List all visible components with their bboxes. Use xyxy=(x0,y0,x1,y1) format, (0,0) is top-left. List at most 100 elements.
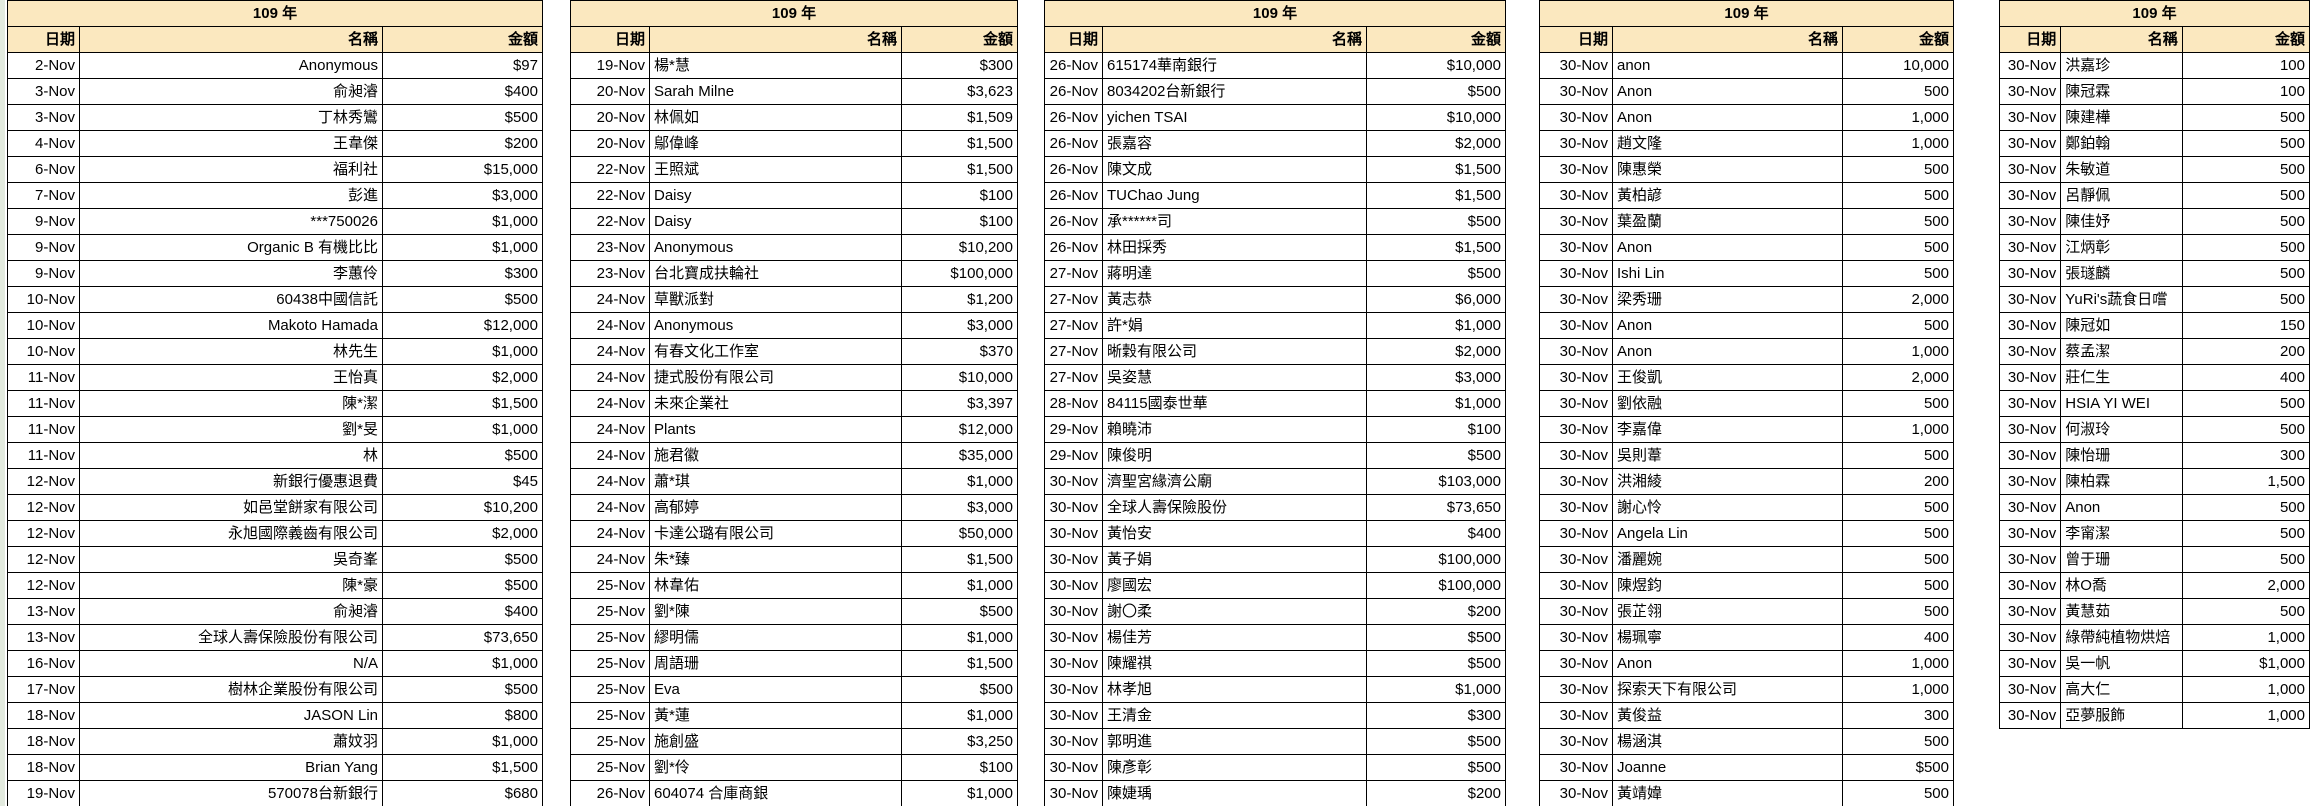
cell-date[interactable]: 27-Nov xyxy=(1044,338,1103,365)
cell-name[interactable]: 楊珮寧 xyxy=(1612,624,1843,651)
cell-name[interactable]: 莊仁生 xyxy=(2060,364,2183,391)
cell-amount[interactable]: $1,500 xyxy=(1366,182,1506,209)
cell-amount[interactable]: $10,200 xyxy=(382,494,543,521)
column-header-date[interactable]: 日期 xyxy=(1044,26,1103,53)
cell-date[interactable]: 23-Nov xyxy=(570,234,650,261)
cell-date[interactable]: 25-Nov xyxy=(570,650,650,677)
cell-date[interactable]: 30-Nov xyxy=(1539,650,1613,677)
cell-amount[interactable]: $1,000 xyxy=(382,338,543,365)
cell-amount[interactable]: $1,000 xyxy=(1366,676,1506,703)
cell-amount[interactable]: $12,000 xyxy=(901,416,1018,443)
cell-amount[interactable]: $73,650 xyxy=(1366,494,1506,521)
cell-name[interactable]: 劉*陳 xyxy=(649,598,902,625)
cell-amount[interactable]: 500 xyxy=(1842,598,1954,625)
cell-date[interactable]: 20-Nov xyxy=(570,78,650,105)
cell-amount[interactable]: 100 xyxy=(2181,78,2310,105)
cell-name[interactable]: 許*娟 xyxy=(1102,312,1367,339)
cell-amount[interactable]: $100 xyxy=(901,754,1018,781)
cell-date[interactable]: 30-Nov xyxy=(1044,780,1103,806)
cell-name[interactable]: 楊佳芳 xyxy=(1102,624,1367,651)
cell-name[interactable]: ***750026 xyxy=(79,208,383,235)
cell-amount[interactable]: $500 xyxy=(382,286,543,313)
cell-amount[interactable]: 500 xyxy=(1842,390,1954,417)
cell-date[interactable]: 11-Nov xyxy=(7,416,80,443)
cell-amount[interactable]: $500 xyxy=(382,546,543,573)
cell-date[interactable]: 30-Nov xyxy=(1044,598,1103,625)
cell-name[interactable]: 陳冠如 xyxy=(2060,312,2183,339)
cell-name[interactable]: 鄔偉峰 xyxy=(649,130,902,157)
column-header-date[interactable]: 日期 xyxy=(7,26,80,53)
cell-name[interactable]: 黃慧茹 xyxy=(2060,598,2183,625)
cell-date[interactable]: 3-Nov xyxy=(7,78,80,105)
cell-amount[interactable]: $400 xyxy=(1366,520,1506,547)
cell-date[interactable]: 30-Nov xyxy=(1539,234,1613,261)
cell-amount[interactable]: 300 xyxy=(1842,702,1954,729)
cell-name[interactable]: 陳耀祺 xyxy=(1102,650,1367,677)
cell-date[interactable]: 30-Nov xyxy=(1998,468,2062,495)
cell-date[interactable]: 30-Nov xyxy=(1998,52,2062,79)
cell-date[interactable]: 30-Nov xyxy=(1044,572,1103,599)
cell-name[interactable]: 陳建樺 xyxy=(2060,104,2183,131)
cell-amount[interactable]: $1,000 xyxy=(901,624,1018,651)
cell-date[interactable]: 30-Nov xyxy=(1539,442,1613,469)
cell-name[interactable]: 黃子娟 xyxy=(1102,546,1367,573)
cell-name[interactable]: 陳彥彰 xyxy=(1102,754,1367,781)
cell-date[interactable]: 30-Nov xyxy=(1998,78,2062,105)
cell-amount[interactable]: 500 xyxy=(2181,156,2310,183)
cell-amount[interactable]: $3,000 xyxy=(901,312,1018,339)
cell-name[interactable]: 朱*臻 xyxy=(649,546,902,573)
cell-name[interactable]: Joanne xyxy=(1612,754,1843,781)
cell-name[interactable]: 蔣明達 xyxy=(1102,260,1367,287)
cell-date[interactable]: 30-Nov xyxy=(1539,104,1613,131)
cell-date[interactable]: 30-Nov xyxy=(1044,754,1103,781)
cell-name[interactable]: 李嘉偉 xyxy=(1612,416,1843,443)
cell-amount[interactable]: $300 xyxy=(382,260,543,287)
cell-date[interactable]: 30-Nov xyxy=(1998,364,2062,391)
column-header-amount[interactable]: 金額 xyxy=(1842,26,1954,53)
cell-date[interactable]: 27-Nov xyxy=(1044,260,1103,287)
cell-name[interactable]: 王清金 xyxy=(1102,702,1367,729)
cell-amount[interactable]: $12,000 xyxy=(382,312,543,339)
cell-date[interactable]: 30-Nov xyxy=(1539,728,1613,755)
cell-date[interactable]: 25-Nov xyxy=(570,624,650,651)
cell-name[interactable]: 梁秀珊 xyxy=(1612,286,1843,313)
cell-amount[interactable]: 500 xyxy=(2181,104,2310,131)
cell-amount[interactable]: 1,000 xyxy=(2181,624,2310,651)
cell-amount[interactable]: $35,000 xyxy=(901,442,1018,469)
cell-date[interactable]: 27-Nov xyxy=(1044,364,1103,391)
cell-date[interactable]: 30-Nov xyxy=(1539,312,1613,339)
cell-date[interactable]: 30-Nov xyxy=(1998,390,2062,417)
cell-name[interactable]: 張芷翎 xyxy=(1612,598,1843,625)
cell-name[interactable]: 葉盈蘭 xyxy=(1612,208,1843,235)
cell-date[interactable]: 30-Nov xyxy=(1539,624,1613,651)
cell-name[interactable]: Anonymous xyxy=(649,312,902,339)
cell-amount[interactable]: $3,397 xyxy=(901,390,1018,417)
cell-name[interactable]: Anonymous xyxy=(79,52,383,79)
cell-name[interactable]: Plants xyxy=(649,416,902,443)
cell-name[interactable]: 承******司 xyxy=(1102,208,1367,235)
cell-amount[interactable]: $3,000 xyxy=(382,182,543,209)
cell-amount[interactable]: $500 xyxy=(1366,260,1506,287)
cell-date[interactable]: 30-Nov xyxy=(1998,520,2062,547)
cell-date[interactable]: 25-Nov xyxy=(570,572,650,599)
column-header-date[interactable]: 日期 xyxy=(1998,26,2062,53)
cell-name[interactable]: 吳則葦 xyxy=(1612,442,1843,469)
cell-name[interactable]: 林田採秀 xyxy=(1102,234,1367,261)
cell-date[interactable]: 10-Nov xyxy=(7,312,80,339)
cell-name[interactable]: 林孝旭 xyxy=(1102,676,1367,703)
cell-name[interactable]: 陳文成 xyxy=(1102,156,1367,183)
cell-amount[interactable]: $200 xyxy=(1366,598,1506,625)
cell-date[interactable]: 20-Nov xyxy=(570,104,650,131)
cell-name[interactable]: 台北寶成扶輪社 xyxy=(649,260,902,287)
cell-name[interactable]: TUChao Jung xyxy=(1102,182,1367,209)
cell-name[interactable]: 亞夢服飾 xyxy=(2060,702,2183,729)
cell-name[interactable]: 施創盛 xyxy=(649,728,902,755)
cell-date[interactable]: 12-Nov xyxy=(7,572,80,599)
cell-date[interactable]: 30-Nov xyxy=(1539,338,1613,365)
cell-name[interactable]: 王俊凱 xyxy=(1612,364,1843,391)
cell-date[interactable]: 24-Nov xyxy=(570,468,650,495)
cell-date[interactable]: 30-Nov xyxy=(1539,520,1613,547)
column-header-amount[interactable]: 金額 xyxy=(1366,26,1506,53)
cell-date[interactable]: 27-Nov xyxy=(1044,286,1103,313)
cell-amount[interactable]: $1,500 xyxy=(901,156,1018,183)
